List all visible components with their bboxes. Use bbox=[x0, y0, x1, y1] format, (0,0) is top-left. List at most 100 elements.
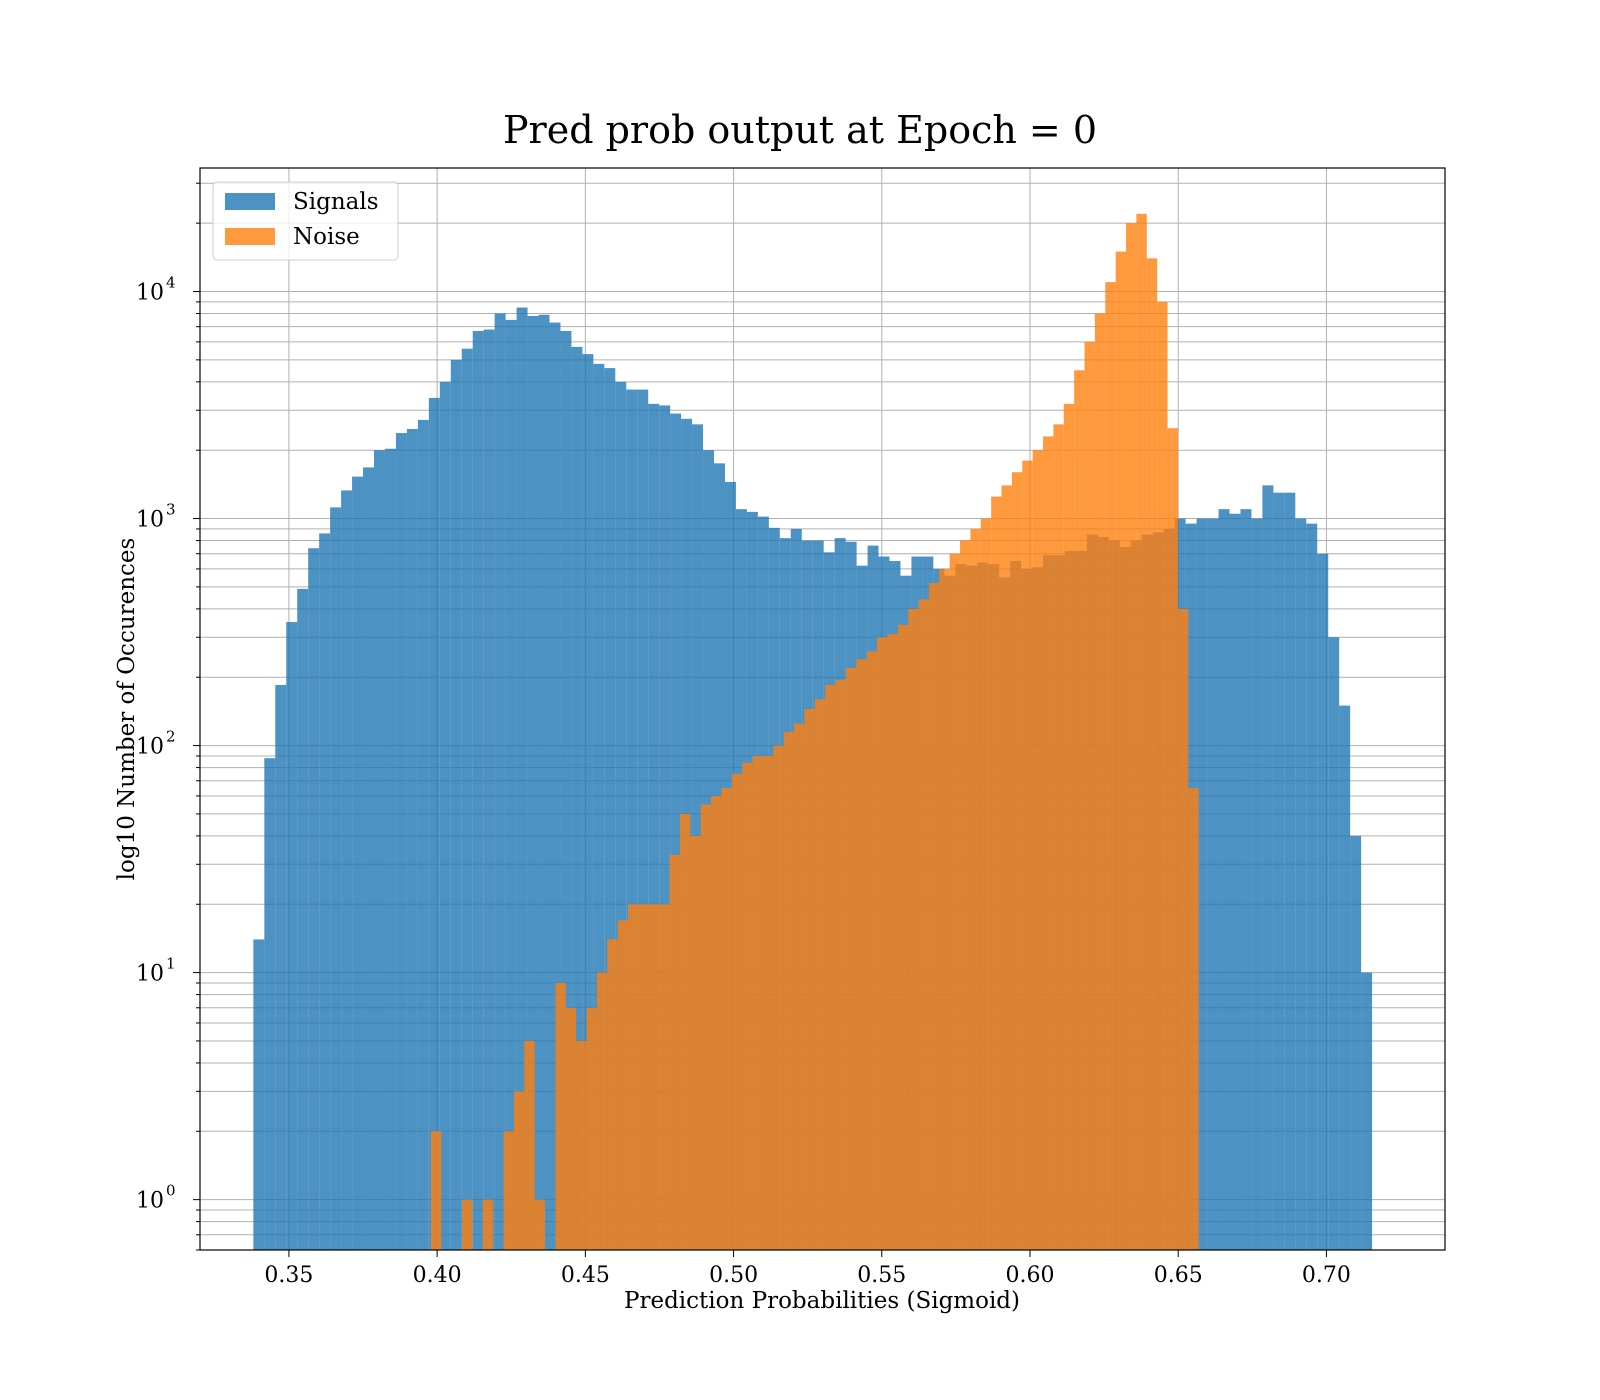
noise-bar bbox=[752, 755, 763, 1250]
noise-bar bbox=[866, 651, 878, 1250]
noise-bar bbox=[586, 1007, 597, 1250]
noise-bar bbox=[794, 723, 805, 1250]
noise-bar bbox=[773, 745, 784, 1250]
legend-swatch-noise bbox=[225, 228, 275, 245]
signals-bar bbox=[374, 450, 385, 1251]
signals-bar bbox=[319, 533, 331, 1250]
signals-bar bbox=[1196, 518, 1208, 1250]
noise-bar bbox=[960, 540, 971, 1250]
noise-bar bbox=[1177, 608, 1189, 1250]
signals-bar bbox=[593, 363, 605, 1250]
noise-bar bbox=[1022, 460, 1033, 1250]
plot-frame bbox=[199, 167, 1446, 1251]
signals-bar bbox=[253, 939, 265, 1250]
x-tick-label: 0.65 bbox=[1154, 1263, 1203, 1288]
noise-bar bbox=[1157, 301, 1168, 1250]
signals-bar bbox=[461, 348, 473, 1250]
noise-bar bbox=[1032, 450, 1044, 1251]
noise-bar bbox=[877, 637, 888, 1250]
y-axis-label: log10 Number of Occurences bbox=[114, 538, 140, 881]
signals-bar bbox=[428, 397, 440, 1250]
noise-bar bbox=[762, 755, 774, 1250]
signals-bar bbox=[395, 433, 407, 1250]
signals-bar bbox=[286, 622, 298, 1250]
signals-bar bbox=[417, 419, 429, 1250]
signals-bar bbox=[1273, 492, 1285, 1250]
signals-bar bbox=[560, 331, 572, 1250]
noise-bar bbox=[939, 568, 950, 1250]
noise-bar bbox=[565, 1007, 577, 1250]
noise-bar bbox=[928, 583, 940, 1250]
signals-bar bbox=[264, 758, 276, 1250]
noise-bar bbox=[1063, 403, 1075, 1250]
signals-bar bbox=[352, 476, 364, 1250]
y-tick-label: 10 bbox=[136, 281, 164, 306]
signals-bar bbox=[527, 316, 539, 1250]
signals-bar bbox=[637, 389, 649, 1250]
signals-bar bbox=[604, 368, 616, 1250]
y-tick-exponent: 4 bbox=[166, 274, 176, 292]
signals-bar bbox=[659, 405, 671, 1250]
noise-bar bbox=[638, 904, 649, 1250]
noise-bar bbox=[482, 1199, 494, 1250]
y-tick-exponent: 2 bbox=[166, 728, 176, 746]
signals-bar bbox=[1284, 492, 1296, 1250]
noise-bar bbox=[949, 553, 961, 1250]
signals-bar bbox=[549, 322, 561, 1250]
signals-bar bbox=[308, 548, 320, 1250]
noise-bar bbox=[462, 1199, 473, 1250]
noise-bar bbox=[1146, 258, 1158, 1250]
signals-bar bbox=[571, 346, 583, 1250]
noise-bar bbox=[690, 835, 701, 1250]
signals-bar bbox=[406, 428, 418, 1250]
y-tick-exponent: 0 bbox=[166, 1182, 176, 1200]
signals-bar bbox=[439, 381, 451, 1250]
signals-bar bbox=[1350, 835, 1362, 1250]
signals-bar bbox=[1306, 523, 1318, 1250]
signals-bar bbox=[516, 307, 528, 1251]
y-tick-label: 10 bbox=[136, 1189, 164, 1214]
noise-bar bbox=[596, 972, 608, 1250]
noise-bar bbox=[576, 1040, 587, 1250]
noise-bar bbox=[856, 659, 867, 1250]
signals-bar bbox=[1317, 553, 1329, 1250]
x-axis-label: Prediction Probabilities (Sigmoid) bbox=[624, 1288, 1020, 1314]
noise-bar bbox=[1084, 341, 1095, 1250]
noise-bar bbox=[1126, 223, 1137, 1250]
noise-bar bbox=[814, 699, 826, 1250]
signals-bar bbox=[1218, 509, 1230, 1250]
y-tick-label: 10 bbox=[136, 735, 164, 760]
x-tick-label: 0.50 bbox=[709, 1263, 758, 1288]
y-tick-exponent: 1 bbox=[166, 955, 176, 973]
noise-bar bbox=[659, 904, 670, 1250]
noise-bar bbox=[1053, 424, 1064, 1250]
signals-bar bbox=[670, 413, 682, 1250]
signals-bar bbox=[330, 507, 342, 1250]
noise-bar bbox=[534, 1199, 546, 1250]
noise-bar bbox=[1115, 251, 1127, 1250]
signals-bar bbox=[626, 389, 638, 1250]
noise-bars bbox=[430, 213, 1199, 1251]
noise-bar bbox=[1074, 370, 1085, 1251]
noise-bar bbox=[430, 1131, 442, 1250]
noise-bar bbox=[897, 624, 909, 1250]
chart-title: Pred prob output at Epoch = 0 bbox=[503, 108, 1097, 152]
noise-bar bbox=[783, 731, 795, 1250]
noise-bar bbox=[503, 1131, 514, 1250]
signals-bar bbox=[483, 329, 495, 1250]
signals-bar bbox=[472, 331, 484, 1250]
signals-bar bbox=[1295, 518, 1307, 1250]
noise-bar bbox=[679, 813, 691, 1250]
noise-bar bbox=[845, 667, 857, 1250]
signals-bar bbox=[648, 403, 660, 1250]
y-tick-label: 10 bbox=[136, 962, 164, 987]
signals-bar bbox=[1361, 972, 1373, 1250]
noise-bar bbox=[700, 804, 712, 1250]
signals-bar bbox=[1251, 518, 1263, 1250]
noise-bar bbox=[908, 608, 919, 1250]
legend: Signals Noise bbox=[212, 181, 399, 261]
signals-bar bbox=[297, 588, 309, 1250]
noise-bar bbox=[804, 708, 815, 1250]
signals-bar bbox=[505, 319, 517, 1250]
